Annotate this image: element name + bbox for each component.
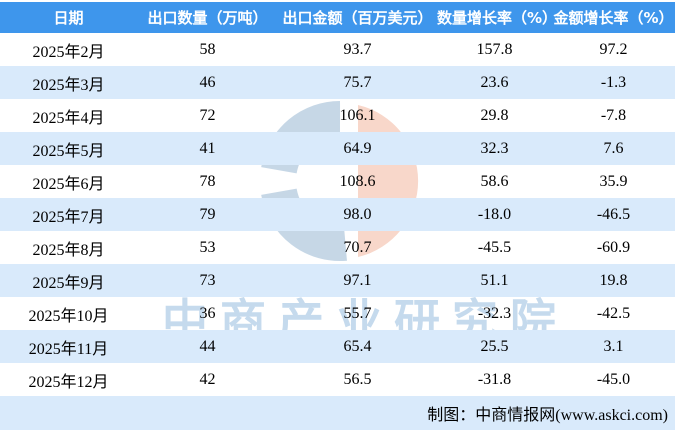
cell-date: 2025年6月 [32, 175, 105, 193]
cell-quantity-growth: 25.5 [480, 337, 509, 355]
col-header-export-amount: 出口金额（百万美元） [278, 2, 437, 33]
cell-date: 2025年12月 [28, 373, 109, 391]
col-header-export-quantity: 出口数量（万吨） [137, 2, 278, 33]
cell-export-amount: 108.6 [339, 172, 376, 190]
table-header-row: 日期 出口数量（万吨） 出口金额（百万美元） 数量增长率（%） 金额增长率（%） [0, 2, 675, 33]
cell-amount-growth: -60.9 [596, 238, 631, 256]
cell-export-quantity: 79 [199, 205, 216, 223]
table-row: 2025年2月 58 93.7 157.8 97.2 [0, 33, 675, 66]
cell-date: 2025年8月 [32, 241, 105, 259]
cell-date: 2025年4月 [32, 109, 105, 127]
cell-export-quantity: 36 [199, 304, 216, 322]
table-row: 2025年11月 44 65.4 25.5 3.1 [0, 330, 675, 363]
cell-amount-growth: -45.0 [596, 370, 631, 388]
table-row: 2025年7月 79 98.0 -18.0 -46.5 [0, 198, 675, 231]
cell-amount-growth: 97.2 [599, 40, 628, 58]
cell-quantity-growth: 23.6 [480, 73, 509, 91]
cell-date: 2025年10月 [28, 307, 109, 325]
cell-date: 2025年7月 [32, 208, 105, 226]
cell-export-quantity: 44 [199, 337, 216, 355]
cell-export-amount: 75.7 [343, 73, 372, 91]
col-header-date: 日期 [0, 2, 137, 33]
cell-amount-growth: -46.5 [596, 205, 631, 223]
export-data-table: 日期 出口数量（万吨） 出口金额（百万美元） 数量增长率（%） 金额增长率（%）… [0, 2, 675, 396]
cell-amount-growth: -7.8 [600, 106, 627, 124]
cell-export-amount: 55.7 [343, 304, 372, 322]
col-header-amount-growth: 金额增长率（%） [552, 2, 675, 33]
cell-export-amount: 98.0 [343, 205, 372, 223]
cell-amount-growth: -1.3 [600, 73, 627, 91]
cell-export-quantity: 46 [199, 73, 216, 91]
col-header-quantity-growth: 数量增长率（%） [437, 2, 557, 33]
cell-export-quantity: 42 [199, 370, 216, 388]
cell-amount-growth: -42.5 [596, 304, 631, 322]
cell-date: 2025年9月 [32, 274, 105, 292]
table-row: 2025年3月 46 75.7 23.6 -1.3 [0, 66, 675, 99]
cell-date: 2025年2月 [32, 43, 105, 61]
cell-quantity-growth: -45.5 [477, 238, 512, 256]
cell-quantity-growth: 157.8 [476, 40, 513, 58]
cell-export-quantity: 53 [199, 238, 216, 256]
table-row: 2025年12月 42 56.5 -31.8 -45.0 [0, 363, 675, 396]
cell-export-amount: 65.4 [343, 337, 372, 355]
cell-export-amount: 106.1 [339, 106, 376, 124]
table-row: 2025年6月 78 108.6 58.6 35.9 [0, 165, 675, 198]
cell-amount-growth: 7.6 [603, 139, 624, 157]
table-row: 2025年4月 72 106.1 29.8 -7.8 [0, 99, 675, 132]
cell-quantity-growth: -31.8 [477, 370, 512, 388]
cell-export-quantity: 78 [199, 172, 216, 190]
table-row: 2025年8月 53 70.7 -45.5 -60.9 [0, 231, 675, 264]
cell-date: 2025年3月 [32, 76, 105, 94]
footer-strip: 制图：中商情报网(www.askci.com) [0, 396, 675, 430]
cell-quantity-growth: -18.0 [477, 205, 512, 223]
cell-amount-growth: 35.9 [599, 172, 628, 190]
cell-date: 2025年5月 [32, 142, 105, 160]
cell-export-quantity: 58 [199, 40, 216, 58]
footer-credit: 制图：中商情报网(www.askci.com) [427, 407, 668, 424]
cell-quantity-growth: 32.3 [480, 139, 509, 157]
cell-export-amount: 93.7 [343, 40, 372, 58]
table-row: 2025年10月 36 55.7 -32.3 -42.5 [0, 297, 675, 330]
table-row: 2025年9月 73 97.1 51.1 19.8 [0, 264, 675, 297]
cell-export-quantity: 73 [199, 271, 216, 289]
table-row: 2025年5月 41 64.9 32.3 7.6 [0, 132, 675, 165]
cell-quantity-growth: 58.6 [480, 172, 509, 190]
cell-export-quantity: 41 [199, 139, 216, 157]
cell-export-quantity: 72 [199, 106, 216, 124]
cell-export-amount: 56.5 [343, 370, 372, 388]
cell-export-amount: 70.7 [343, 238, 372, 256]
cell-quantity-growth: 29.8 [480, 106, 509, 124]
cell-quantity-growth: 51.1 [480, 271, 509, 289]
cell-export-amount: 97.1 [343, 271, 372, 289]
cell-export-amount: 64.9 [343, 139, 372, 157]
cell-amount-growth: 3.1 [603, 337, 624, 355]
cell-quantity-growth: -32.3 [477, 304, 512, 322]
cell-amount-growth: 19.8 [599, 271, 628, 289]
cell-date: 2025年11月 [28, 340, 109, 358]
